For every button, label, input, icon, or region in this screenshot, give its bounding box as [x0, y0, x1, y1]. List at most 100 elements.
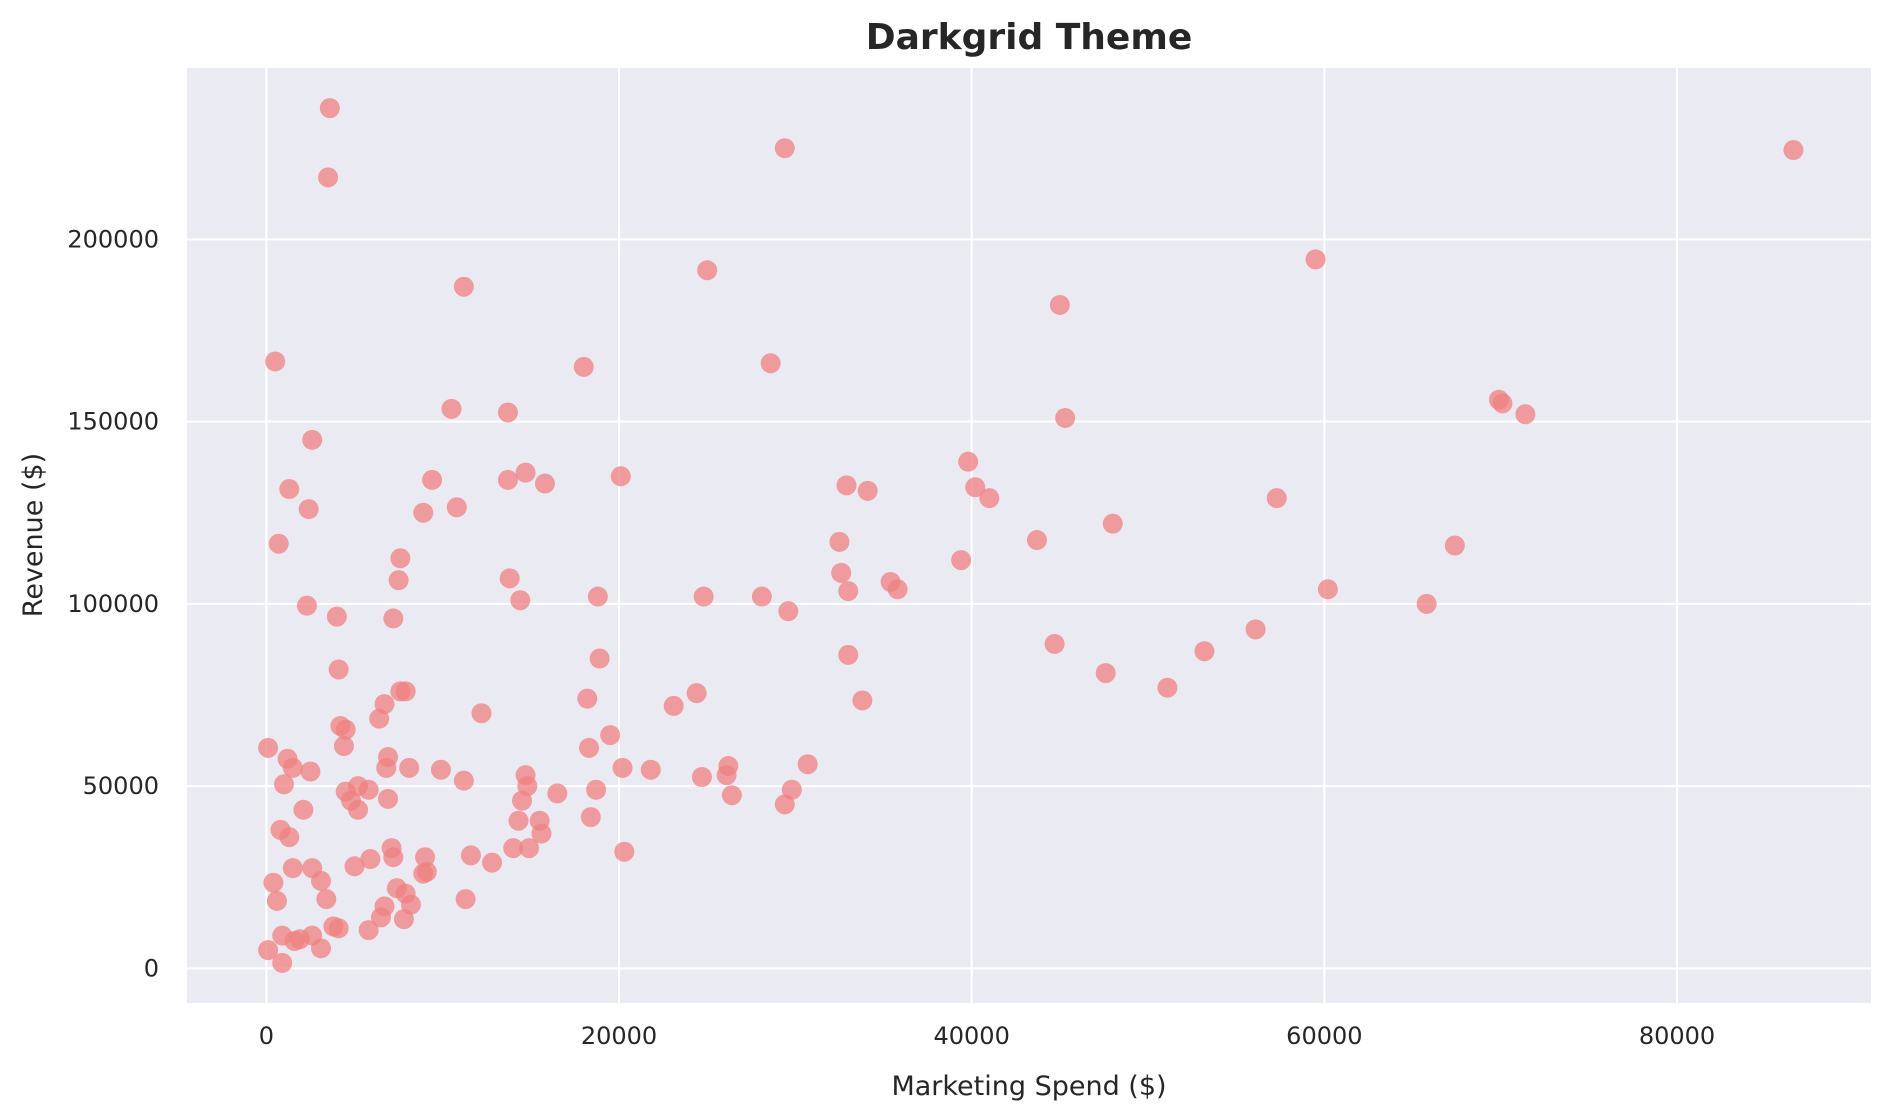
y-tick-label: 150000 [67, 408, 159, 436]
scatter-point [279, 827, 300, 848]
scatter-point [691, 766, 712, 787]
x-tick-label: 60000 [1286, 1022, 1362, 1050]
scatter-point [333, 736, 354, 757]
scatter-point [279, 479, 300, 500]
scatter-point [751, 586, 772, 607]
scatter-point [318, 167, 339, 188]
x-tick-label: 0 [259, 1022, 274, 1050]
scatter-point [1317, 579, 1338, 600]
scatter-point [272, 952, 293, 973]
scatter-point [258, 940, 279, 961]
scatter-point [515, 462, 536, 483]
scatter-point [1444, 535, 1465, 556]
scatter-point [499, 568, 520, 589]
scatter-point [958, 451, 979, 472]
scatter-point [293, 799, 314, 820]
scatter-point [1095, 663, 1116, 684]
scatter-point [388, 570, 409, 591]
scatter-point [1026, 530, 1047, 551]
scatter-point [697, 260, 718, 281]
scatter-point [383, 847, 404, 868]
scatter-point [298, 499, 319, 520]
scatter-point [453, 276, 474, 297]
scatter-point [721, 785, 742, 806]
scatter-point [497, 402, 518, 423]
scatter-point [838, 581, 859, 602]
scatter-point [422, 469, 443, 490]
scatter-point [1157, 677, 1178, 698]
scatter-point [640, 759, 661, 780]
scatter-point [446, 497, 467, 518]
scatter-point [614, 841, 635, 862]
x-tick-labels: 0 20000 40000 60000 80000 [259, 1022, 1716, 1050]
scatter-point [600, 725, 621, 746]
scatter-point [460, 845, 481, 866]
scatter-point [663, 695, 684, 716]
scatter-point [534, 473, 555, 494]
scatter-point [358, 920, 379, 941]
scatter-point [1305, 249, 1326, 270]
scatter-point [510, 590, 531, 611]
scatter-point [778, 601, 799, 622]
x-tick-label: 20000 [581, 1022, 657, 1050]
scatter-point [1049, 294, 1070, 315]
scatter-point [471, 703, 492, 724]
scatter-point [316, 889, 337, 910]
scatter-point [1055, 407, 1076, 428]
scatter-point [610, 466, 631, 487]
scatter-point [508, 810, 529, 831]
scatter-point [311, 870, 332, 891]
chart-title: Darkgrid Theme [866, 17, 1193, 58]
scatter-point [319, 98, 340, 119]
scatter-point [979, 488, 1000, 509]
scatter-point [282, 757, 303, 778]
scatter-point [344, 856, 365, 877]
scatter-point [774, 794, 795, 815]
scatter-point [1245, 619, 1266, 640]
scatter-point [1266, 488, 1287, 509]
scatter-point [831, 562, 852, 583]
scatter-point [335, 719, 356, 740]
scatter-point [829, 531, 850, 552]
scatter-point [774, 138, 795, 159]
y-tick-label: 50000 [83, 772, 159, 800]
scatter-point [1515, 404, 1536, 425]
scatter-point [258, 737, 279, 758]
scatter-point [376, 757, 397, 778]
scatter-point [547, 783, 568, 804]
scatter-point [503, 838, 524, 859]
scatter-point [531, 823, 552, 844]
x-tick-label: 40000 [934, 1022, 1010, 1050]
y-tick-label: 0 [144, 954, 159, 982]
y-tick-label: 100000 [67, 590, 159, 618]
scatter-point [1783, 140, 1804, 161]
scatter-point [686, 683, 707, 704]
y-axis-label: Revenue ($) [18, 453, 49, 617]
scatter-point [430, 759, 451, 780]
scatter-point [296, 595, 317, 616]
scatter-point [284, 931, 305, 952]
scatter-point [1044, 633, 1065, 654]
scatter-point [378, 788, 399, 809]
scatter-point [383, 608, 404, 629]
scatter-point [265, 351, 286, 372]
scatter-point [852, 690, 873, 711]
scatter-point [369, 708, 390, 729]
y-tick-label: 200000 [67, 225, 159, 253]
scatter-point [282, 858, 303, 879]
scatter-point [348, 799, 369, 820]
scatter-point [1194, 641, 1215, 662]
scatter-point [797, 754, 818, 775]
scatter-point [266, 890, 287, 911]
scatter-point [838, 644, 859, 665]
scatter-point [857, 480, 878, 501]
scatter-point [512, 790, 533, 811]
scatter-point [580, 807, 601, 828]
scatter-point [589, 648, 610, 669]
scatter-point [390, 548, 411, 569]
scatter-point [573, 356, 594, 377]
scatter-point [413, 863, 434, 884]
scatter-point [455, 889, 476, 910]
scatter-point [273, 774, 294, 795]
